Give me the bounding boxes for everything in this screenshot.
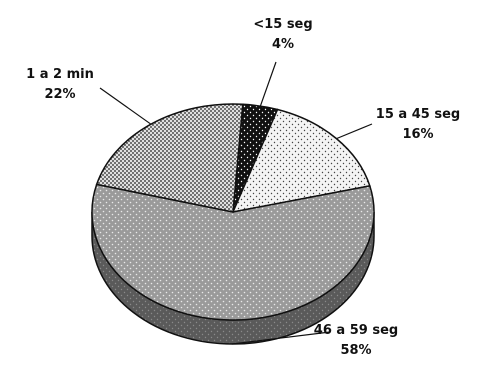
slice-value-15-a-45-seg: 16%: [402, 127, 433, 142]
pie-slices: [91, 103, 375, 321]
slice-label-15-a-45-seg: 15 a 45 seg: [376, 107, 460, 122]
leader-line-1-a-2-min: [99, 87, 152, 125]
slice-label-1-a-2-min: 1 a 2 min: [26, 67, 94, 82]
pie-labels: <15 seg 4% 15 a 45 seg 16% 46 a 59 seg 58% 1 a…: [26, 17, 460, 358]
leader-line-15-seg: [259, 61, 277, 107]
slice-value-46-a-59-seg: 58%: [340, 343, 371, 358]
leader-line-46-a-59-seg: [231, 331, 331, 345]
pie-slice-15-a-45-seg: [231, 108, 371, 214]
slice-label-46-a-59-seg: 46 a 59 seg: [314, 323, 398, 338]
pie-slice-46-a-59-seg: [91, 183, 375, 321]
pie-leader-lines: [99, 61, 373, 345]
leader-line-15-a-45-seg: [336, 123, 373, 140]
slice-label-15-seg: <15 seg: [253, 17, 312, 32]
pie-slice-1-a-2-min: [95, 103, 244, 213]
slice-value-1-a-2-min: 22%: [44, 87, 75, 102]
slice-value-15-seg: 4%: [272, 37, 294, 52]
